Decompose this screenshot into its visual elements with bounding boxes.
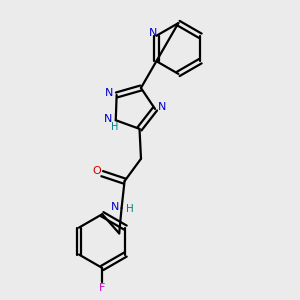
Text: O: O: [92, 166, 101, 176]
Text: N: N: [111, 202, 119, 212]
Text: N: N: [148, 28, 157, 38]
Text: N: N: [158, 103, 167, 112]
Text: N: N: [104, 114, 112, 124]
Text: F: F: [99, 283, 105, 293]
Text: N: N: [105, 88, 113, 98]
Text: H: H: [111, 122, 118, 132]
Text: H: H: [126, 205, 134, 214]
